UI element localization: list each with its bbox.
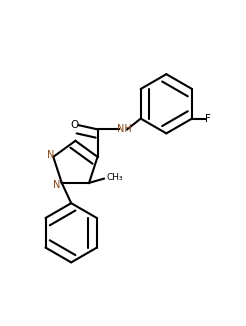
Text: CH₃: CH₃ <box>107 173 123 182</box>
Text: O: O <box>70 120 78 130</box>
Text: N: N <box>47 150 55 160</box>
Text: N: N <box>53 180 60 190</box>
Text: F: F <box>205 113 211 124</box>
Text: NH: NH <box>117 125 131 134</box>
